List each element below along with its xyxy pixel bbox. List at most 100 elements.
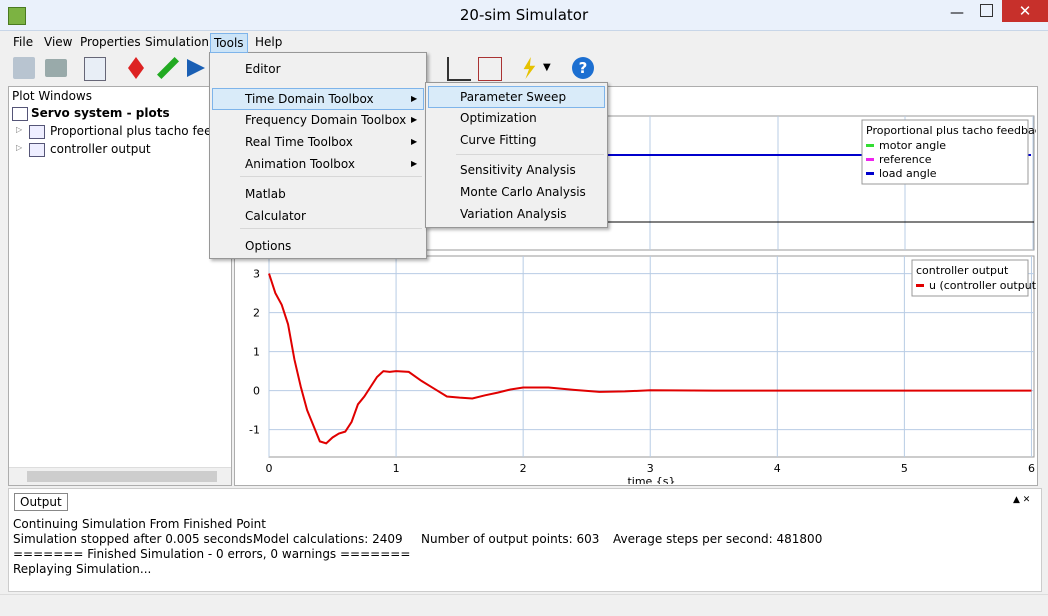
submenu-arrow: ▶ bbox=[411, 159, 418, 168]
menu-entry-label[interactable]: Animation Toolbox bbox=[245, 157, 355, 171]
menu-item[interactable]: Help bbox=[255, 35, 283, 49]
edit-button[interactable] bbox=[157, 57, 179, 79]
menu-item[interactable]: File bbox=[13, 35, 34, 49]
menu-entry-label[interactable]: Editor bbox=[245, 62, 281, 76]
run-button[interactable] bbox=[187, 59, 205, 77]
help-button[interactable]: ? bbox=[572, 57, 594, 79]
dropdown-arrow[interactable]: ▼ bbox=[543, 62, 551, 73]
plot-props-button[interactable] bbox=[478, 57, 502, 81]
menu-entry-label[interactable]: Variation Analysis bbox=[460, 207, 567, 221]
separator bbox=[456, 154, 604, 155]
menu-entry-label[interactable]: Real Time Toolbox bbox=[245, 135, 353, 149]
menu-entry-label[interactable]: Sensitivity Analysis bbox=[460, 163, 576, 177]
tree-root[interactable]: Servo system - plots bbox=[31, 106, 170, 120]
menu-entry-label[interactable]: Matlab bbox=[245, 187, 286, 201]
legend-label: load angle bbox=[879, 167, 937, 180]
save-button[interactable] bbox=[13, 57, 35, 79]
menu-entry[interactable]: Animation Toolbox ▶ bbox=[213, 154, 423, 174]
menu-entry[interactable]: Matlab bbox=[213, 184, 423, 204]
toolbar: ▼ ? bbox=[0, 53, 1048, 85]
menu-entry[interactable]: Real Time Toolbox ▶ bbox=[213, 132, 423, 152]
x-tick-label: 3 bbox=[647, 462, 654, 475]
tree-icon bbox=[29, 143, 45, 157]
menu-item[interactable]: Properties bbox=[80, 35, 141, 49]
tool-button[interactable] bbox=[523, 57, 536, 79]
plot-button[interactable] bbox=[447, 57, 471, 81]
copy-button[interactable] bbox=[84, 57, 106, 81]
plot2: -1 0 1 2 3 0 1 2 3 4 5 6 time {s} controller output u … bbox=[249, 255, 1036, 484]
menu-item[interactable]: View bbox=[44, 35, 73, 49]
print-button[interactable] bbox=[45, 59, 67, 77]
legend-swatch bbox=[866, 172, 874, 175]
legend-box bbox=[861, 119, 1029, 185]
x-tick-label: 0 bbox=[266, 462, 273, 475]
tree-header: Plot Windows bbox=[12, 89, 92, 103]
minimize-button[interactable]: — bbox=[950, 5, 964, 21]
legend-swatch bbox=[866, 158, 874, 161]
menu-entry[interactable]: Curve Fitting bbox=[429, 130, 604, 150]
legend-label: reference bbox=[879, 153, 932, 166]
menu-entry[interactable]: Monte Carlo Analysis bbox=[429, 182, 604, 202]
tree-icon bbox=[29, 125, 45, 139]
y-tick-label: 2 bbox=[253, 307, 260, 320]
submenu-arrow: ▶ bbox=[411, 94, 418, 103]
menu-entry-label[interactable]: Parameter Sweep bbox=[460, 90, 567, 104]
x-tick-label: 2 bbox=[520, 462, 527, 475]
menu-entry-label[interactable]: Monte Carlo Analysis bbox=[460, 185, 586, 199]
series-line bbox=[268, 273, 1032, 445]
tools-menu: Editor Time Domain Toolbox ▶ Frequency Doma… bbox=[209, 52, 427, 259]
menu-entry[interactable]: Variation Analysis bbox=[429, 204, 604, 224]
menu-entry[interactable]: Options bbox=[213, 236, 423, 256]
legend-swatch bbox=[866, 144, 874, 147]
menu-entry-label[interactable]: Frequency Domain Toolbox bbox=[245, 113, 407, 127]
x-tick-label: 4 bbox=[774, 462, 781, 475]
menu-entry[interactable]: Frequency Domain Toolbox ▶ bbox=[213, 110, 423, 130]
scroll-thumb[interactable] bbox=[27, 471, 217, 482]
output-tab[interactable]: Output bbox=[14, 493, 68, 511]
expander[interactable]: ▷ bbox=[16, 143, 23, 152]
x-tick-label: 6 bbox=[1028, 462, 1035, 475]
legend-title: controller output bbox=[916, 264, 1009, 277]
submenu-arrow: ▶ bbox=[411, 137, 418, 146]
output-text: Simulation stopped after 0.005 seconds. bbox=[13, 532, 257, 546]
pane-controls[interactable]: ▲ ✕ bbox=[1013, 495, 1031, 505]
menu-item[interactable]: Simulation bbox=[145, 35, 209, 49]
menu-entry-label[interactable]: Options bbox=[245, 239, 292, 253]
menu-entry[interactable]: Parameter Sweep bbox=[428, 86, 605, 108]
output-text: Replaying Simulation... bbox=[13, 562, 152, 576]
menu-entry[interactable]: Calculator bbox=[213, 206, 423, 226]
separator bbox=[240, 228, 422, 229]
menu-item[interactable]: Tools bbox=[210, 33, 248, 53]
output-text: Number of output points: 603 bbox=[421, 532, 600, 546]
y-tick-label: 1 bbox=[253, 346, 260, 359]
horizontal-scrollbar[interactable] bbox=[9, 467, 231, 485]
legend-title: Proportional plus tacho feedback bbox=[866, 124, 1036, 137]
maximize-button[interactable] bbox=[980, 4, 993, 17]
x-tick-label: 5 bbox=[901, 462, 908, 475]
status-bar bbox=[0, 594, 1048, 616]
title-bar: 20-sim Simulator — ✕ bbox=[0, 0, 1048, 31]
menu-entry[interactable]: Optimization bbox=[429, 108, 604, 128]
window-title: 20-sim Simulator bbox=[459, 6, 589, 24]
menu-entry[interactable]: Time Domain Toolbox ▶ bbox=[212, 88, 424, 110]
x-tick-label: 1 bbox=[393, 462, 400, 475]
menu-entry-label[interactable]: Optimization bbox=[460, 111, 537, 125]
tree-item[interactable]: Proportional plus tacho feedback bbox=[50, 124, 230, 138]
legend-label: motor angle bbox=[879, 139, 946, 152]
x-axis-label: time {s} bbox=[627, 475, 675, 484]
step-button[interactable] bbox=[128, 57, 144, 79]
legend-swatch bbox=[916, 284, 924, 287]
output-text: Continuing Simulation From Finished Poin… bbox=[13, 517, 266, 531]
menu-entry-label[interactable]: Time Domain Toolbox bbox=[245, 92, 374, 106]
expander[interactable]: ▷ bbox=[16, 125, 23, 134]
menu-entry-label[interactable]: Curve Fitting bbox=[460, 133, 537, 147]
y-tick-label: 0 bbox=[253, 385, 260, 398]
y-tick-label: 3 bbox=[253, 268, 260, 281]
close-button[interactable]: ✕ bbox=[1002, 0, 1048, 22]
submenu-arrow: ▶ bbox=[411, 115, 418, 124]
menu-entry[interactable]: Sensitivity Analysis bbox=[429, 160, 604, 180]
menu-entry-label[interactable]: Calculator bbox=[245, 209, 306, 223]
tree-item[interactable]: controller output bbox=[50, 142, 151, 156]
menu-entry[interactable]: Editor bbox=[213, 59, 423, 79]
